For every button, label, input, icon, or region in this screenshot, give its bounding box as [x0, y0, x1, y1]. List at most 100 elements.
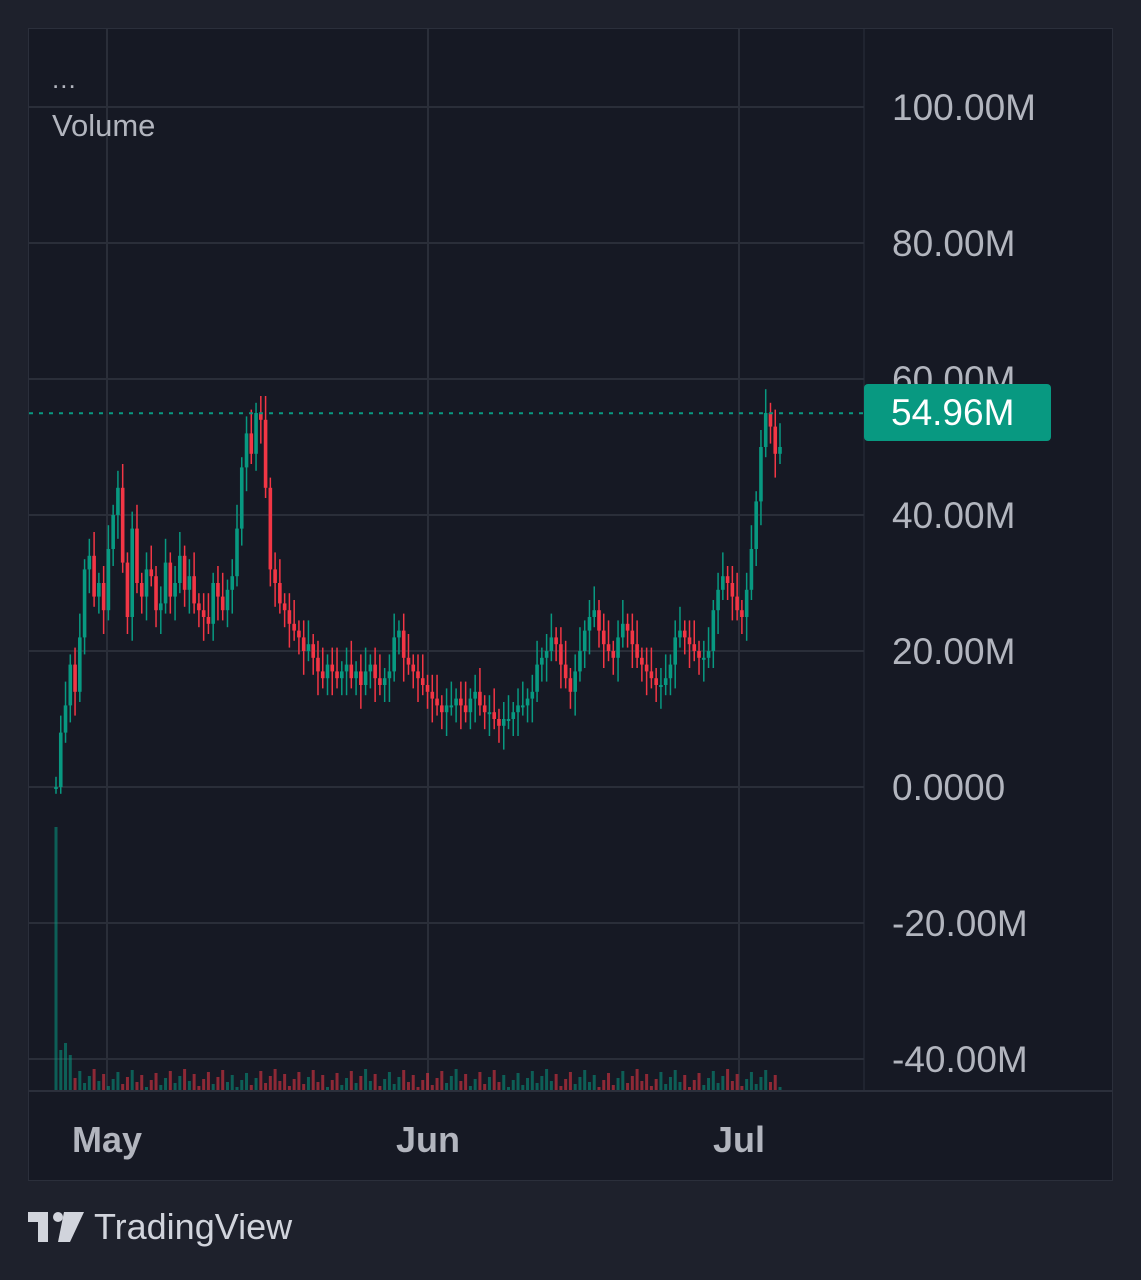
volume-bar — [192, 1074, 196, 1091]
candle-body — [268, 487, 273, 570]
volume-bar — [335, 1073, 339, 1091]
candle-body — [625, 623, 630, 631]
candle-body — [158, 603, 163, 611]
candle-body — [249, 433, 254, 454]
candle-body — [663, 678, 668, 685]
volume-bar — [330, 1080, 334, 1091]
x-axis: May Jun Jul — [29, 29, 1112, 1160]
volume-bar — [268, 1076, 272, 1091]
candle-body — [525, 698, 530, 706]
volume-bar — [402, 1070, 406, 1091]
volume-bar — [545, 1069, 549, 1091]
candle-body — [182, 555, 187, 590]
volume-bar — [264, 1083, 268, 1091]
candle-body — [640, 657, 644, 665]
volume-bar — [464, 1074, 468, 1091]
volume-bar — [416, 1087, 420, 1091]
candle-body — [178, 555, 182, 583]
candle-body — [325, 664, 330, 679]
volume-bar — [297, 1072, 301, 1091]
candle-body — [63, 705, 68, 733]
candle-body — [116, 487, 120, 515]
volume-bar — [340, 1085, 344, 1091]
candle-body — [763, 413, 768, 447]
volume-bar — [230, 1075, 234, 1091]
candle-body — [444, 705, 449, 713]
volume-bar — [97, 1081, 101, 1091]
volume-bar — [697, 1073, 701, 1091]
candle-body — [330, 664, 335, 672]
volume-bar — [225, 1082, 229, 1091]
candle-body — [582, 630, 587, 651]
volume-bar — [526, 1078, 530, 1091]
candle-body — [549, 637, 554, 651]
candle-body — [563, 664, 568, 679]
volume-bar — [559, 1086, 563, 1091]
candle-body — [354, 671, 358, 679]
more-menu-icon[interactable]: ... — [52, 64, 77, 94]
candle-body — [725, 576, 730, 583]
volume-bar — [592, 1075, 596, 1091]
candle-body — [78, 637, 82, 692]
volume-bar — [573, 1084, 577, 1091]
candle-body — [497, 719, 501, 726]
volume-bar — [435, 1078, 439, 1091]
volume-bar — [326, 1087, 329, 1091]
volume-bar — [121, 1084, 125, 1091]
candle-body — [216, 583, 220, 597]
candle-body — [97, 583, 101, 597]
candle-body — [230, 576, 235, 590]
volume-bar — [564, 1079, 568, 1091]
candle-body — [297, 630, 301, 638]
candle-body — [144, 569, 149, 597]
volume-bar — [83, 1083, 87, 1091]
volume-bar — [116, 1072, 120, 1091]
candle-body — [544, 651, 549, 658]
volume-bar — [311, 1070, 315, 1091]
candle-body — [416, 671, 420, 679]
volume-bar — [516, 1073, 520, 1091]
candle-body — [373, 664, 377, 679]
candle-body — [135, 528, 139, 583]
volume-bar — [378, 1086, 382, 1091]
volume-bar — [759, 1077, 763, 1091]
volume-bar — [440, 1071, 444, 1091]
volume-bar — [745, 1079, 749, 1091]
volume-bar — [726, 1069, 730, 1091]
volume-bar — [483, 1084, 487, 1091]
volume-bar — [154, 1073, 158, 1091]
volume-bar — [587, 1082, 591, 1091]
candle-body — [730, 583, 735, 597]
candle-body — [721, 576, 725, 590]
volume-bar — [683, 1075, 687, 1091]
candle-body — [592, 610, 597, 617]
volume-bar — [140, 1075, 144, 1091]
candle-body — [673, 637, 678, 665]
candle-body — [301, 637, 306, 651]
volume-bar — [392, 1084, 396, 1091]
candle-body — [425, 685, 430, 692]
candle-body — [778, 447, 782, 454]
volume-bar — [730, 1081, 734, 1091]
candle-body — [282, 603, 287, 611]
candle-body — [487, 712, 492, 715]
volume-bar — [102, 1074, 106, 1091]
volume-bar — [430, 1085, 434, 1091]
candle-body — [101, 583, 106, 611]
candle-body — [259, 413, 263, 420]
volume-bar — [254, 1078, 258, 1091]
brand[interactable]: TradingView — [28, 1206, 292, 1248]
candle-body — [506, 719, 511, 721]
volume-bar — [92, 1069, 96, 1091]
candle-body — [68, 664, 73, 706]
candle-body — [359, 671, 363, 685]
candle-body — [273, 569, 277, 583]
candle-body — [659, 685, 663, 687]
volume-bar — [635, 1069, 639, 1091]
volume-bar — [211, 1084, 215, 1091]
candle-body — [468, 698, 473, 713]
grid — [29, 29, 864, 1091]
volume-bar — [78, 1071, 82, 1091]
candle-body — [430, 691, 435, 699]
